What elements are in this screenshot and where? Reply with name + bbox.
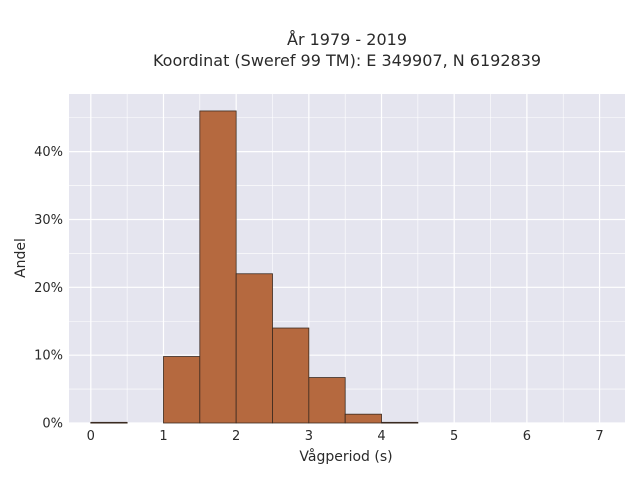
y-tick-label: 10% <box>34 349 63 364</box>
chart-title-line-1: År 1979 - 2019 <box>287 30 407 49</box>
grid-lines <box>69 94 625 424</box>
y-tick-label: 30% <box>34 213 63 228</box>
histogram-bar <box>235 273 273 424</box>
histogram-bars <box>90 110 419 424</box>
x-tick-label: 7 <box>595 429 603 444</box>
histogram-bar <box>344 413 382 424</box>
plot-area <box>69 94 625 423</box>
histogram-bar <box>381 421 419 424</box>
y-tick-label: 40% <box>34 145 63 160</box>
histogram-bar <box>199 110 237 424</box>
x-axis-label: Vågperiod (s) <box>299 448 392 465</box>
x-tick-label: 4 <box>377 429 385 444</box>
y-tick-label: 20% <box>34 281 63 296</box>
y-tick-label: 0% <box>42 417 63 432</box>
chart-title-line-2: Koordinat (Sweref 99 TM): E 349907, N 61… <box>153 51 541 70</box>
x-tick-label: 0 <box>87 429 95 444</box>
y-axis-label: Andel <box>13 238 29 278</box>
x-tick-label: 5 <box>450 429 458 444</box>
histogram-bar <box>163 356 201 424</box>
histogram-bar <box>90 421 128 424</box>
x-tick-label: 2 <box>232 429 240 444</box>
y-axis-ticks: 0% 10% 20% 30% 40% <box>34 145 63 431</box>
x-tick-label: 1 <box>159 429 167 444</box>
x-tick-label: 3 <box>305 429 313 444</box>
histogram-bar <box>272 327 310 424</box>
x-axis-ticks: 0 1 2 3 4 5 6 7 <box>87 429 604 444</box>
x-tick-label: 6 <box>523 429 531 444</box>
histogram-bar <box>308 377 346 424</box>
